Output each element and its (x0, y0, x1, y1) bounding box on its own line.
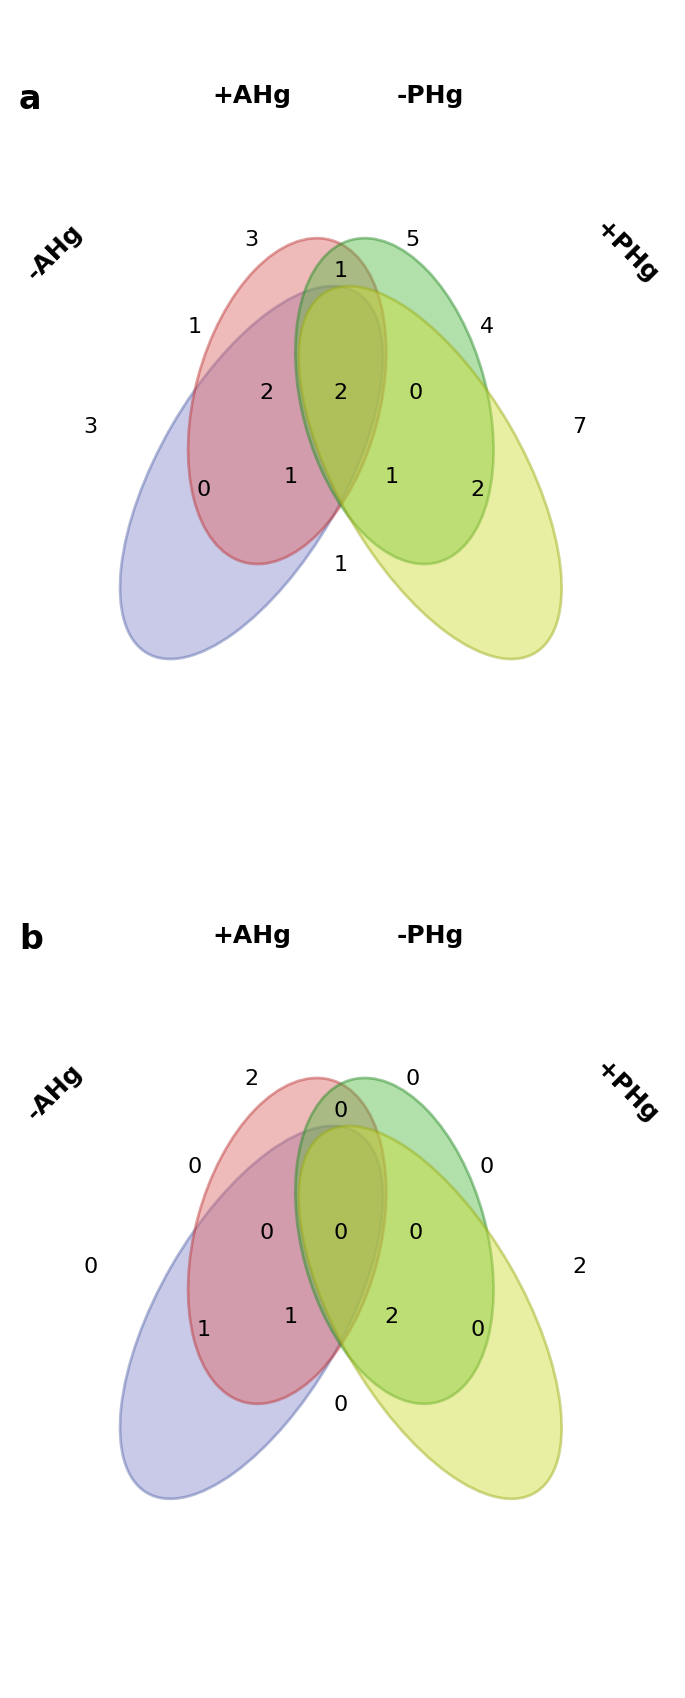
Text: b: b (19, 924, 43, 956)
Text: 1: 1 (334, 261, 348, 280)
Text: -PHg: -PHg (397, 83, 464, 107)
Text: 0: 0 (479, 1156, 494, 1177)
Text: 0: 0 (197, 481, 211, 499)
Text: 1: 1 (197, 1319, 211, 1340)
Text: -AHg: -AHg (22, 1060, 88, 1124)
Ellipse shape (295, 1078, 494, 1404)
Ellipse shape (120, 287, 383, 659)
Text: 2: 2 (572, 1257, 586, 1277)
Text: -AHg: -AHg (22, 219, 88, 285)
Ellipse shape (188, 1078, 386, 1404)
Ellipse shape (295, 238, 494, 564)
Text: 0: 0 (334, 1223, 348, 1243)
Text: 2: 2 (384, 1307, 399, 1328)
Text: 1: 1 (384, 467, 399, 487)
Ellipse shape (299, 287, 562, 659)
Text: 2: 2 (260, 384, 273, 402)
Text: 3: 3 (245, 229, 258, 250)
Text: 1: 1 (283, 1307, 297, 1328)
Text: a: a (19, 83, 42, 115)
Text: 2: 2 (334, 384, 348, 402)
Text: 1: 1 (283, 467, 297, 487)
Text: 0: 0 (188, 1156, 202, 1177)
Text: 5: 5 (406, 229, 419, 250)
Text: 1: 1 (188, 318, 202, 338)
Text: 0: 0 (408, 384, 423, 402)
Text: 0: 0 (334, 1394, 348, 1414)
Text: 4: 4 (479, 318, 494, 338)
Text: +AHg: +AHg (212, 83, 291, 107)
Text: 0: 0 (259, 1223, 273, 1243)
Ellipse shape (120, 1126, 383, 1499)
Text: 3: 3 (84, 418, 98, 438)
Text: 0: 0 (334, 1100, 348, 1121)
Text: 0: 0 (84, 1257, 98, 1277)
Ellipse shape (299, 1126, 562, 1499)
Ellipse shape (188, 238, 386, 564)
Text: 7: 7 (572, 418, 586, 438)
Text: +PHg: +PHg (591, 1056, 663, 1127)
Text: 2: 2 (471, 481, 485, 499)
Text: 1: 1 (334, 555, 348, 576)
Text: 0: 0 (471, 1319, 485, 1340)
Text: 0: 0 (406, 1070, 419, 1090)
Text: -PHg: -PHg (397, 924, 464, 947)
Text: 2: 2 (245, 1070, 258, 1090)
Text: +PHg: +PHg (591, 216, 663, 289)
Text: 0: 0 (408, 1223, 423, 1243)
Text: +AHg: +AHg (212, 924, 291, 947)
